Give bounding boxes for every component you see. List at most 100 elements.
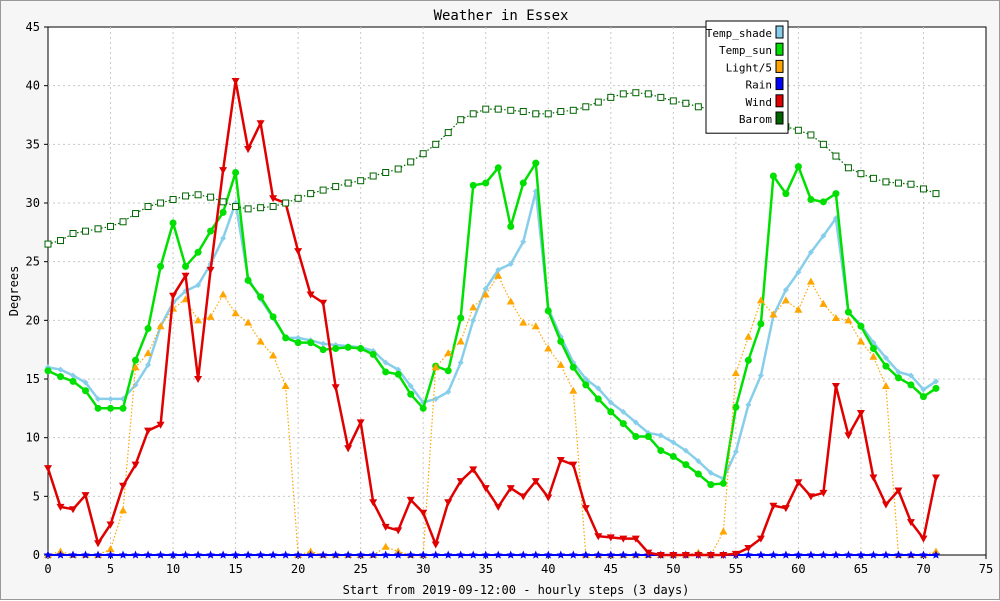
data-point-temp-sun: [457, 314, 465, 322]
data-point-rain: [619, 550, 628, 559]
data-point-light-5: [869, 352, 878, 360]
data-point-barom: [619, 90, 627, 98]
data-point-barom: [94, 225, 102, 233]
data-point-temp-sun: [44, 367, 52, 375]
data-point-rain: [293, 550, 303, 559]
data-point-rain: [356, 550, 365, 559]
data-point-temp-sun: [919, 393, 927, 401]
data-point-wind: [369, 499, 378, 507]
data-point-wind: [856, 410, 865, 418]
data-point-temp-sun: [394, 370, 402, 378]
x-tick-label: 5: [107, 562, 114, 576]
data-point-wind: [931, 474, 940, 482]
data-point-rain: [393, 550, 403, 559]
data-point-barom: [469, 110, 477, 118]
data-point-barom: [494, 105, 502, 113]
data-point-wind: [531, 478, 540, 486]
data-point-temp-sun: [644, 432, 652, 440]
data-point-rain: [756, 550, 766, 559]
data-point-light-5: [469, 303, 478, 311]
data-point-rain: [381, 550, 390, 559]
data-point-barom: [819, 140, 827, 148]
data-point-temp-sun: [257, 293, 265, 301]
data-point-wind: [44, 465, 52, 473]
data-point-light-5: [831, 313, 840, 321]
data-point-temp-shade: [195, 282, 202, 289]
data-point-rain: [556, 550, 566, 559]
x-tick-label: 55: [729, 562, 743, 576]
data-point-barom: [894, 179, 902, 187]
data-point-wind: [394, 527, 403, 535]
data-point-temp-sun: [357, 344, 365, 352]
data-point-wind: [169, 292, 178, 300]
data-point-temp-shade: [707, 469, 714, 476]
data-point-wind: [519, 493, 528, 501]
y-axis-label: Degrees: [7, 266, 21, 317]
data-point-barom: [657, 93, 665, 101]
data-point-barom: [44, 240, 52, 248]
data-point-barom: [644, 90, 652, 98]
data-point-rain: [581, 550, 591, 559]
data-point-rain: [569, 550, 578, 559]
data-point-barom: [457, 116, 465, 124]
x-tick-label: 65: [854, 562, 868, 576]
data-point-barom: [169, 195, 177, 203]
data-point-temp-sun: [382, 368, 390, 376]
data-point-temp-sun: [694, 470, 702, 478]
data-point-light-5: [269, 351, 278, 359]
data-point-temp-sun: [319, 346, 327, 354]
data-point-wind: [319, 299, 328, 307]
legend-swatch: [775, 77, 784, 91]
data-point-rain: [218, 550, 228, 559]
data-point-light-5: [131, 363, 140, 371]
data-point-wind: [894, 487, 903, 495]
data-point-temp-shade: [320, 340, 327, 347]
data-point-barom: [232, 203, 240, 211]
data-point-wind: [131, 461, 140, 469]
data-point-temp-sun: [532, 159, 540, 167]
data-point-temp-sun: [794, 163, 802, 171]
data-point-wind: [456, 478, 465, 486]
data-point-barom: [482, 105, 490, 113]
data-point-temp-sun: [607, 408, 615, 416]
data-point-wind: [694, 552, 703, 559]
data-point-wind: [644, 549, 653, 557]
data-point-rain: [193, 550, 203, 559]
data-point-rain: [544, 550, 553, 559]
data-point-temp-sun: [632, 432, 640, 440]
data-point-barom: [407, 158, 415, 166]
series: [43, 77, 941, 559]
data-point-temp-shade: [395, 366, 402, 373]
data-point-barom: [182, 192, 190, 200]
data-point-barom: [607, 93, 615, 101]
legend-swatch: [775, 94, 784, 108]
data-point-temp-sun: [182, 262, 190, 270]
data-point-barom: [869, 174, 877, 182]
data-point-light-5: [719, 527, 728, 535]
data-point-light-5: [281, 382, 290, 390]
data-point-rain: [744, 550, 753, 559]
data-point-barom: [932, 190, 940, 198]
data-point-temp-sun: [332, 344, 340, 352]
data-point-barom: [294, 194, 302, 202]
data-point-temp-sun: [819, 198, 827, 206]
data-point-temp-sun: [882, 362, 890, 370]
data-point-rain: [106, 550, 115, 559]
data-point-temp-sun: [619, 420, 627, 428]
series-barom: [44, 89, 940, 248]
data-point-temp-shade: [795, 269, 802, 276]
data-point-light-5: [769, 310, 778, 318]
data-point-temp-sun: [369, 350, 377, 358]
data-point-wind: [106, 521, 115, 529]
data-point-temp-sun: [832, 190, 840, 198]
data-point-light-5: [381, 542, 390, 550]
data-point-temp-sun: [732, 403, 740, 411]
data-point-wind: [744, 544, 753, 552]
data-point-rain: [481, 550, 490, 559]
x-tick-label: 70: [916, 562, 930, 576]
data-point-temp-sun: [682, 461, 690, 469]
data-point-temp-sun: [169, 219, 177, 227]
x-tick-label: 40: [541, 562, 555, 576]
data-point-wind: [606, 534, 615, 542]
data-point-rain: [856, 550, 866, 559]
